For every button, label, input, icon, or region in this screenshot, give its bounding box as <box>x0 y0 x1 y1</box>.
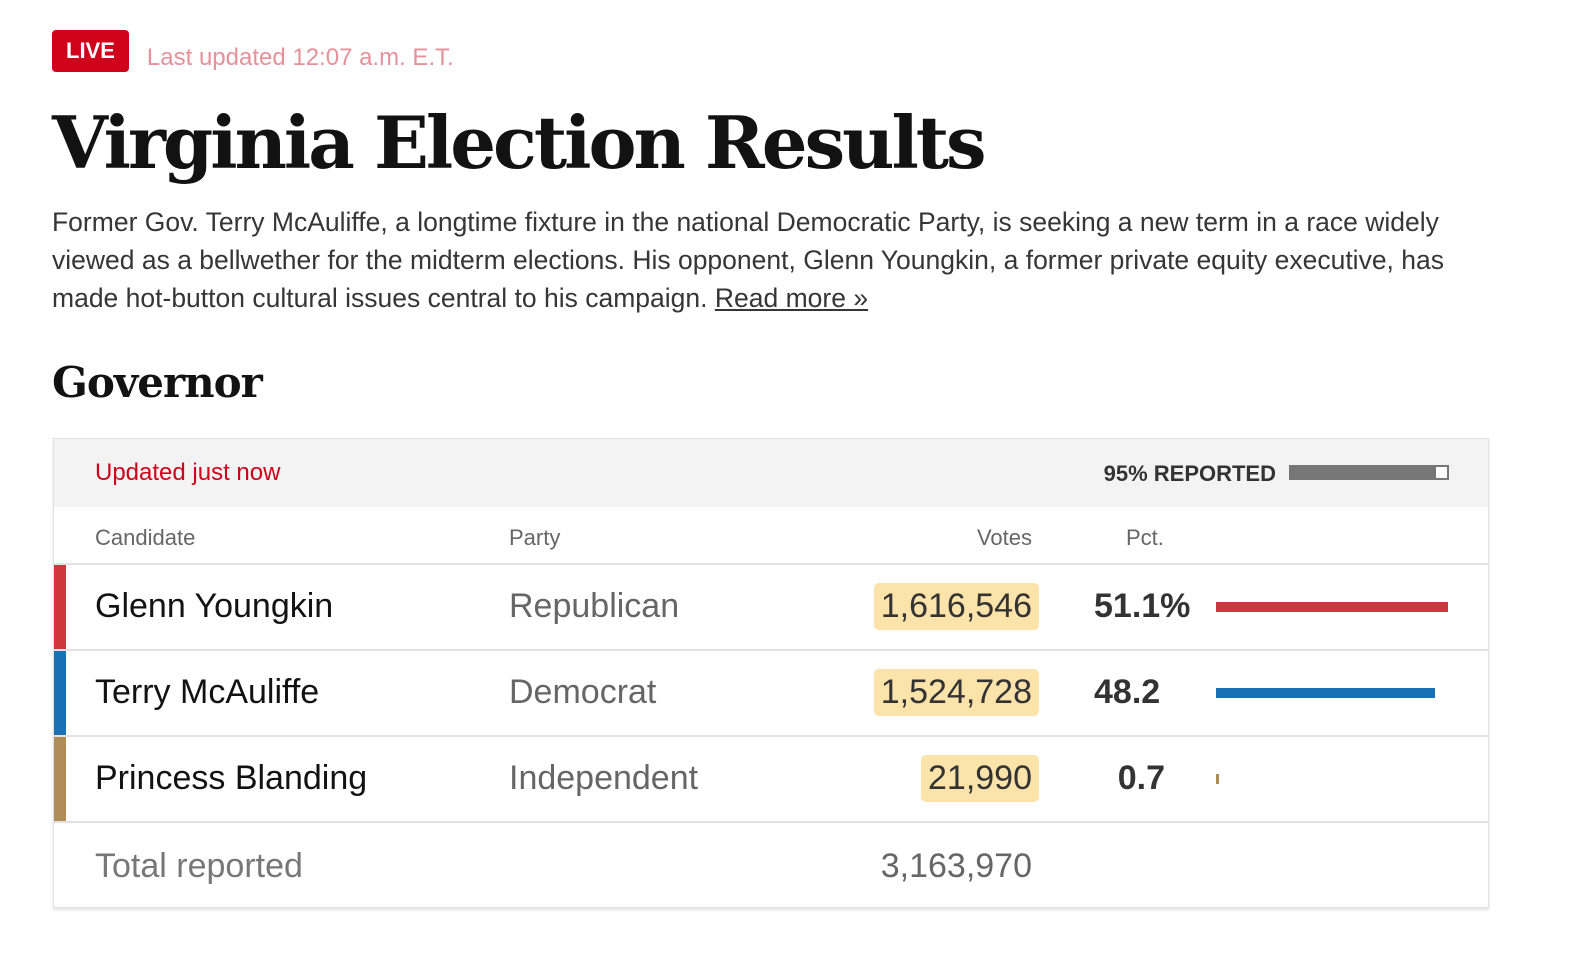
candidate-name: Glenn Youngkin <box>95 587 334 625</box>
last-updated: Last updated 12:07 a.m. E.T. <box>146 44 454 71</box>
reported-label: 95% REPORTED <box>1103 461 1276 486</box>
page-title: Virginia Election Results <box>52 100 987 185</box>
candidate-votes: 21,990 <box>921 755 1039 802</box>
total-votes: 3,163,970 <box>880 847 1032 885</box>
candidate-party: Republican <box>509 587 680 625</box>
candidate-votes: 1,524,728 <box>873 669 1039 716</box>
pct-bar <box>1216 602 1448 612</box>
candidate-row: Princess Blanding Independent 21,990 0.7 <box>54 737 1488 823</box>
candidate-name: Terry McAuliffe <box>95 673 320 711</box>
live-badge: LIVE <box>52 30 129 72</box>
section-title: Governor <box>52 358 263 407</box>
description: Former Gov. Terry McAuliffe, a longtime … <box>52 203 1492 317</box>
results-table: Updated just now 95% REPORTED Candidate … <box>53 438 1489 908</box>
candidate-party: Democrat <box>509 673 657 711</box>
updated-status: Updated just now <box>95 459 281 486</box>
pct-bar <box>1216 688 1435 698</box>
candidate-pct: 0.7 <box>1117 759 1165 797</box>
live-header: LIVE Last updated 12:07 a.m. E.T. <box>52 30 454 72</box>
candidate-pct: 51.1% <box>1094 587 1191 625</box>
header-party: Party <box>509 525 561 550</box>
header-votes: Votes <box>976 525 1032 550</box>
reported-progress-bar <box>1289 465 1449 480</box>
total-row: Total reported 3,163,970 <box>54 823 1488 907</box>
read-more-link[interactable]: Read more » <box>714 283 869 313</box>
candidate-votes: 1,616,546 <box>873 583 1039 630</box>
candidate-row: Glenn Youngkin Republican 1,616,546 51.1… <box>54 565 1488 651</box>
description-text: Former Gov. Terry McAuliffe, a longtime … <box>52 207 1445 313</box>
table-status-bar: Updated just now 95% REPORTED <box>54 439 1488 507</box>
table-header: Candidate Party Votes Pct. <box>54 507 1488 565</box>
total-label: Total reported <box>95 847 303 885</box>
candidate-name: Princess Blanding <box>95 759 368 797</box>
party-color-swatch <box>54 565 66 649</box>
party-color-swatch <box>54 651 66 735</box>
candidate-party: Independent <box>509 759 699 797</box>
candidate-row: Terry McAuliffe Democrat 1,524,728 48.2 <box>54 651 1488 737</box>
candidate-pct: 48.2 <box>1094 673 1161 711</box>
pct-bar <box>1216 774 1220 784</box>
reported-progress-fill <box>1291 467 1437 478</box>
header-pct: Pct. <box>1126 525 1164 550</box>
party-color-swatch <box>54 737 66 821</box>
header-candidate: Candidate <box>95 525 196 550</box>
